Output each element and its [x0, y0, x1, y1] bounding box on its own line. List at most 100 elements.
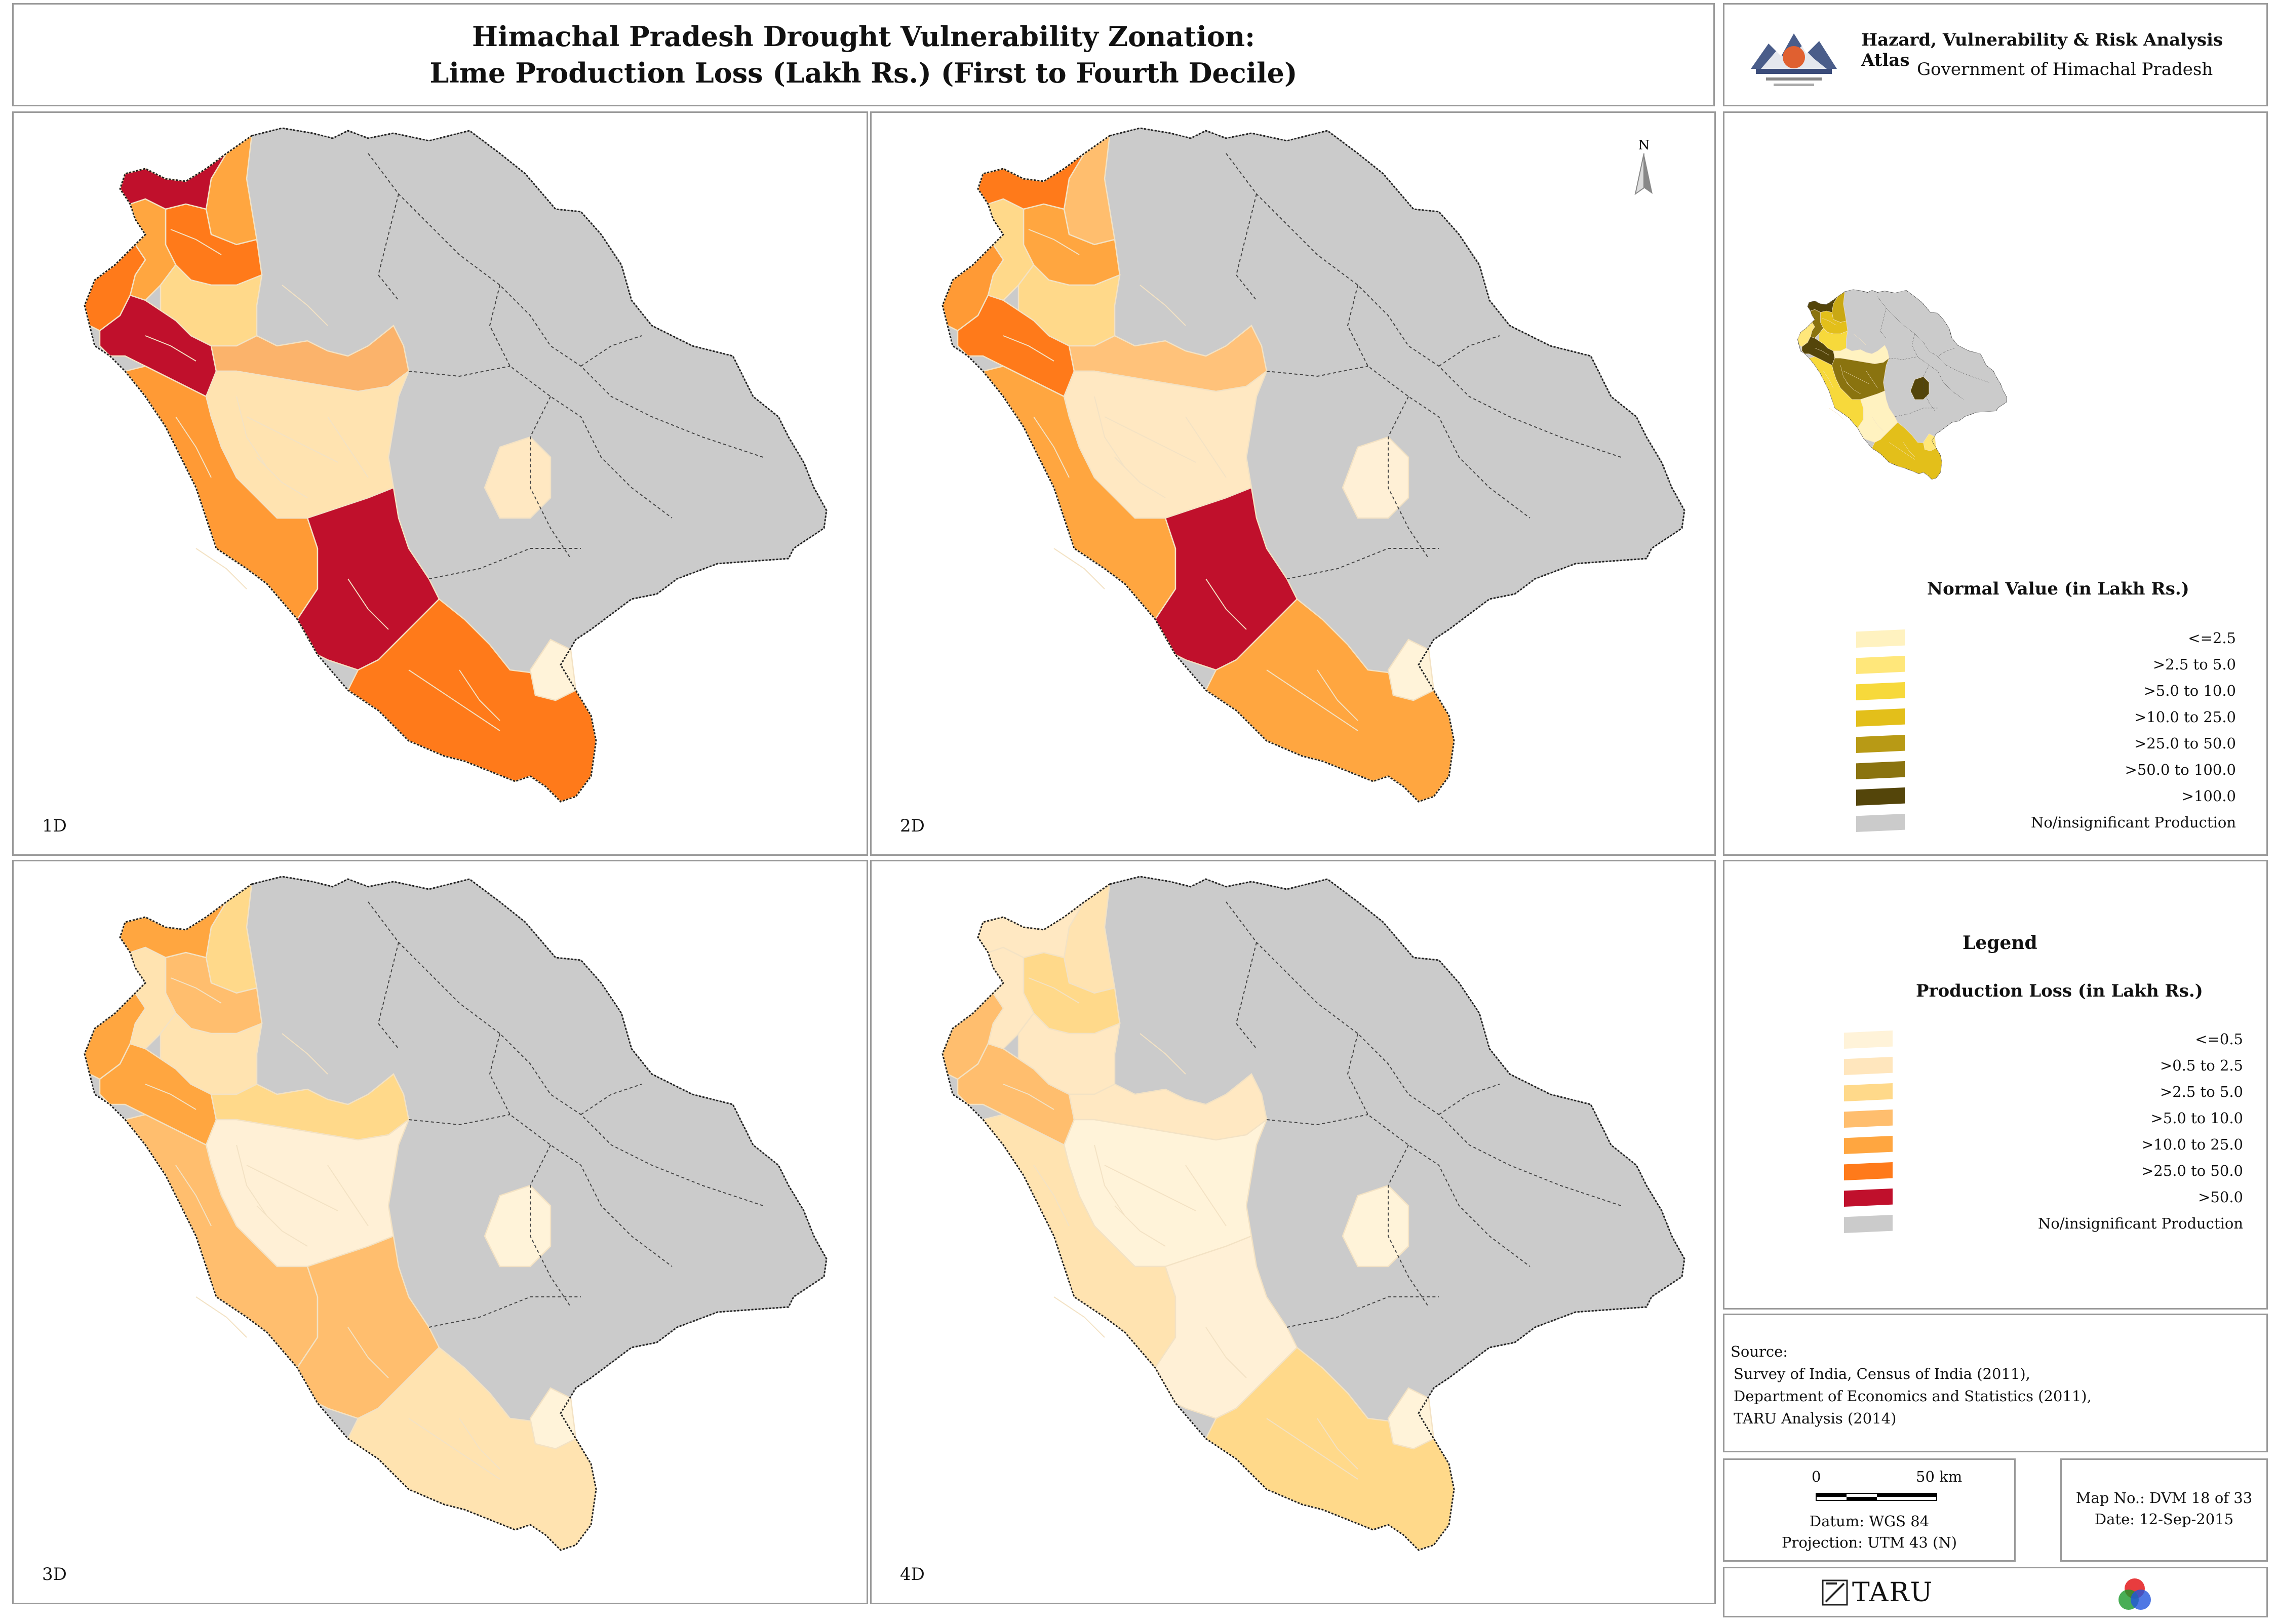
block-boundary — [1053, 1296, 1105, 1338]
scale-bar — [1816, 1493, 1937, 1501]
overview-district-1 — [1831, 291, 1847, 323]
map-title-line2: Lime Production Loss (Lakh Rs.) (First t… — [429, 57, 1298, 89]
scale-end-label: 50 km — [1916, 1468, 1963, 1485]
legend-label: >10.0 to 25.0 — [2134, 708, 2236, 726]
district-boundary — [1286, 548, 1439, 579]
block-boundary — [195, 1296, 247, 1338]
legend-swatch — [1844, 1031, 1893, 1049]
block-boundary — [1823, 371, 1834, 388]
map-2D-district-1 — [1063, 134, 1116, 246]
scale-zero-label: 0 — [1812, 1468, 1821, 1485]
map-1D-district-14 — [529, 639, 577, 701]
legend-swatch — [1844, 1083, 1893, 1101]
district-boundary — [1286, 1296, 1439, 1328]
atlas-header-panel: Hazard, Vulnerability & Risk Analysis At… — [1723, 3, 2268, 106]
map-title-line1: Himachal Pradesh Drought Vulnerability Z… — [472, 20, 1255, 53]
block-boundary — [1266, 669, 1358, 731]
scale-panel: 0 50 km Datum: WGS 84 Projection: UTM 43… — [1723, 1458, 2016, 1562]
block-boundary — [1889, 442, 1915, 460]
footer-panel: TARU — [1723, 1567, 2268, 1617]
block-boundary — [1104, 1165, 1196, 1211]
legend-label: >2.5 to 5.0 — [2160, 1083, 2243, 1100]
block-boundary — [1317, 1418, 1358, 1470]
block-boundary — [236, 396, 267, 468]
legend-row: >50.0 — [1724, 1189, 2266, 1211]
legend-swatch — [1856, 787, 1905, 806]
district-boundary — [1438, 1084, 1500, 1115]
taru-logo-icon — [1822, 1579, 1848, 1606]
district-boundary — [408, 1114, 511, 1126]
block-boundary — [1853, 333, 1867, 345]
district-boundary — [368, 901, 764, 1206]
legend-title: Production Loss (in Lakh Rs.) — [1916, 981, 2203, 1001]
legend-row: <=0.5 — [1724, 1031, 2266, 1053]
district-boundary — [1226, 901, 1622, 1206]
district-boundary — [1880, 308, 1887, 338]
block-boundary — [408, 1418, 500, 1480]
map-3D-district-1 — [205, 883, 258, 994]
block-boundary — [1829, 408, 1843, 420]
legend-label: >5.0 to 10.0 — [2150, 1110, 2243, 1127]
legend-row: >0.5 to 2.5 — [1724, 1057, 2266, 1079]
block-boundary — [459, 1418, 500, 1470]
projection-text: Projection: UTM 43 (N) — [1781, 1534, 1957, 1551]
block-boundary — [1871, 416, 1883, 431]
decile-label-2d: 2D — [900, 816, 925, 836]
state-border — [1797, 289, 2008, 480]
district-boundary — [408, 366, 511, 377]
legend-swatch — [1844, 1162, 1893, 1180]
legend-label: No/insignificant Production — [2037, 1215, 2243, 1232]
legend-swatch — [1844, 1057, 1893, 1075]
source-line-1: Survey of India, Census of India (2011), — [1734, 1365, 2030, 1382]
decile-map-2d — [941, 127, 1685, 803]
block-boundary — [1266, 1418, 1358, 1480]
legend-label: >2.5 to 5.0 — [2152, 656, 2236, 673]
district-boundary — [1235, 942, 1257, 1049]
block-boundary — [246, 416, 338, 463]
block-boundary — [1205, 578, 1247, 630]
datum-text: Datum: WGS 84 — [1809, 1513, 1930, 1530]
legend-swatch — [1844, 1189, 1893, 1207]
legend-row: >5.0 to 10.0 — [1724, 682, 2266, 704]
block-boundary — [170, 229, 222, 255]
map-panel-4d: 4D — [870, 860, 1716, 1604]
atlas-title: Hazard, Vulnerability & Risk Analysis At… — [1861, 30, 2223, 70]
district-boundary — [1235, 193, 1257, 301]
district-boundary — [530, 1144, 571, 1308]
normal-value-panel: Normal Value (in Lakh Rs.) <=2.5 >2.5 to … — [1723, 111, 2268, 856]
legend-swatch — [1844, 1110, 1893, 1128]
legend-swatch — [1856, 814, 1905, 832]
block-boundary — [408, 669, 500, 731]
district-boundary — [1266, 366, 1368, 377]
legend-label: >100.0 — [2181, 787, 2236, 805]
legend-swatch — [1856, 629, 1905, 648]
block-boundary — [246, 1165, 338, 1211]
taru-wordmark: TARU — [1852, 1577, 1934, 1608]
legend-swatch — [1856, 708, 1905, 727]
legend-label: >10.0 to 25.0 — [2141, 1136, 2243, 1153]
block-boundary — [1094, 1144, 1125, 1216]
district-boundary — [428, 1296, 581, 1328]
district-boundary — [530, 396, 571, 559]
block-boundary — [1205, 1327, 1247, 1378]
state-border — [941, 876, 1685, 1551]
legend-swatch — [1856, 682, 1905, 700]
block-boundary — [1033, 416, 1070, 478]
legend-label: No/insignificant Production — [2030, 814, 2236, 831]
block-boundary — [327, 1165, 369, 1226]
rgb-circles-icon — [2118, 1578, 2151, 1610]
district-boundary — [1877, 296, 1989, 383]
legend-row: >5.0 to 10.0 — [1724, 1110, 2266, 1132]
legend-label: <=2.5 — [2188, 629, 2236, 647]
legend-panel: Legend Production Loss (in Lakh Rs.) <=0… — [1723, 860, 2268, 1310]
legend-row: >2.5 to 5.0 — [1724, 1083, 2266, 1105]
legend-label: >25.0 to 50.0 — [2141, 1162, 2243, 1179]
block-boundary — [1843, 371, 1869, 384]
district-boundary — [428, 548, 581, 579]
legend-row: >2.5 to 5.0 — [1724, 656, 2266, 678]
legend-row: >50.0 to 100.0 — [1724, 761, 2266, 783]
district-boundary — [1266, 1114, 1368, 1126]
block-boundary — [1866, 371, 1878, 388]
legend-label: >5.0 to 10.0 — [2143, 682, 2236, 699]
legend-label: >0.5 to 2.5 — [2160, 1057, 2243, 1074]
